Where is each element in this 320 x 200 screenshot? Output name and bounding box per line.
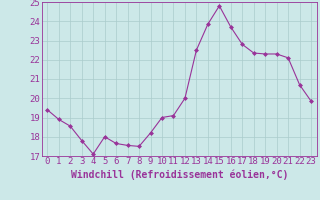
X-axis label: Windchill (Refroidissement éolien,°C): Windchill (Refroidissement éolien,°C) [70, 169, 288, 180]
